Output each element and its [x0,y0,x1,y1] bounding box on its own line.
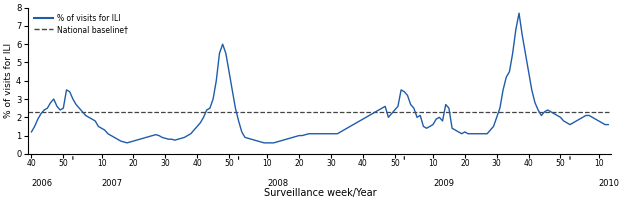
Y-axis label: % of visits for ILI: % of visits for ILI [4,43,13,118]
Text: 2009: 2009 [433,179,454,188]
Text: 2007: 2007 [101,179,123,188]
Text: 2010: 2010 [598,179,620,188]
X-axis label: Surveillance week/Year: Surveillance week/Year [264,188,376,198]
Text: 2008: 2008 [267,179,289,188]
Text: 2006: 2006 [31,179,53,188]
Legend: % of visits for ILI, National baseline†: % of visits for ILI, National baseline† [32,12,130,36]
